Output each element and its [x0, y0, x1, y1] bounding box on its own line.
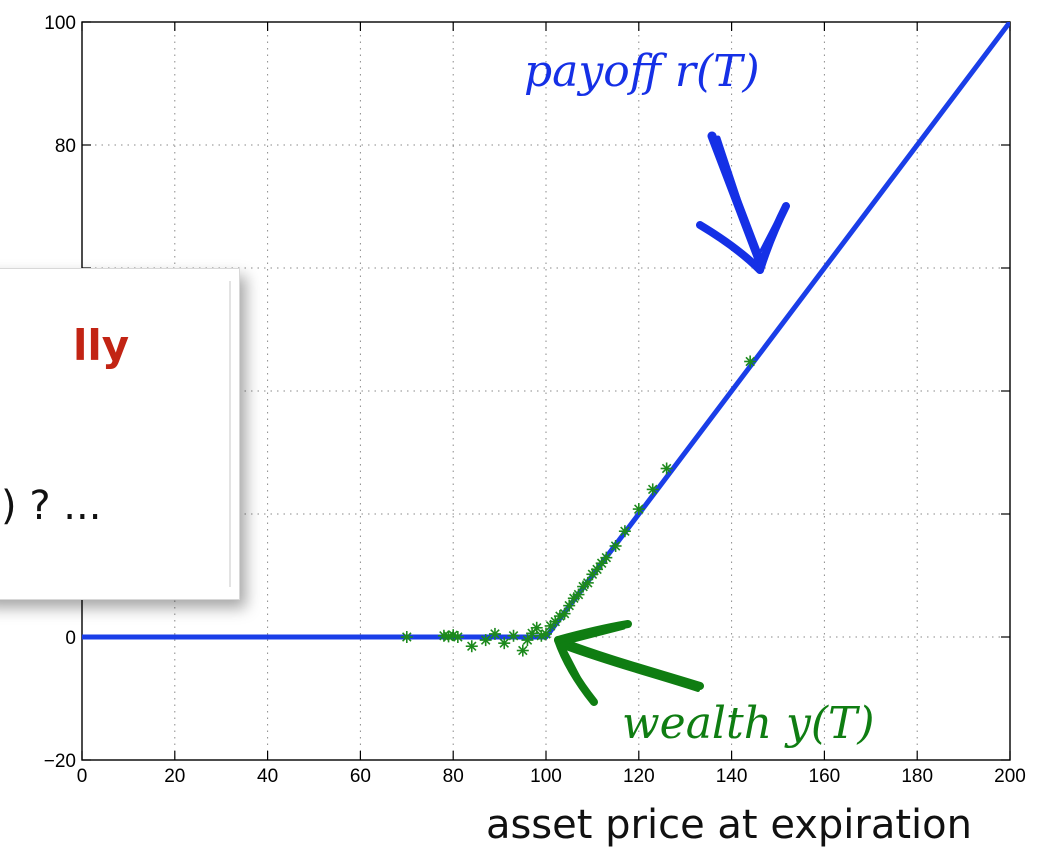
x-tick-label: 20 [164, 766, 185, 787]
wealth-point [618, 525, 631, 538]
wealth-point [609, 539, 622, 552]
x-tick-label: 60 [350, 766, 371, 787]
y-tick-label: 80 [55, 136, 76, 157]
wealth-point [540, 627, 552, 640]
x-tick-label: 40 [257, 766, 278, 787]
y-tick-label: −20 [44, 751, 76, 772]
wealth-point [465, 640, 478, 653]
y-tick-label: 100 [44, 13, 76, 34]
overlay-card: lly ̃) ? ... [0, 268, 240, 600]
wealth-point [516, 644, 529, 657]
wealth-annotation: wealth y(T) [622, 698, 875, 749]
wealth-point [632, 503, 645, 516]
payoff-annotation: payoff r(T) [524, 46, 760, 97]
wealth-point [660, 462, 673, 475]
wealth-point [400, 631, 413, 643]
wealth-point [507, 629, 520, 642]
x-tick-label: 140 [716, 766, 748, 787]
wealth-point [558, 607, 571, 620]
wealth-point [744, 355, 757, 368]
payoff-arrow-icon [696, 131, 790, 274]
wealth-arrow-icon [554, 620, 704, 706]
overlay-heading: lly [73, 321, 130, 370]
overlay-body-text: ̃) ? ... [1, 483, 102, 529]
wealth-point [572, 588, 585, 601]
x-tick-label: 0 [77, 766, 88, 787]
wealth-point [591, 563, 604, 576]
x-tick-label: 80 [443, 766, 464, 787]
y-axis-ticks: −20 0 80 100 [44, 13, 1010, 772]
y-tick-label: 0 [65, 628, 76, 649]
x-axis-label: asset price at expiration [486, 802, 972, 848]
wealth-point [488, 627, 501, 640]
wealth-point [563, 599, 576, 612]
x-tick-label: 100 [530, 766, 562, 787]
wealth-point [479, 634, 492, 647]
wealth-point [646, 483, 659, 496]
series-group [82, 22, 1010, 657]
x-tick-label: 160 [809, 766, 841, 787]
x-tick-label: 180 [901, 766, 933, 787]
card-divider [229, 281, 231, 587]
x-tick-label: 200 [994, 766, 1026, 787]
x-axis-ticks: 0 20 40 60 80 100 120 140 160 180 200 [77, 22, 1026, 787]
wealth-point [581, 576, 594, 589]
wealth-point [600, 551, 613, 564]
wealth-point [530, 621, 543, 634]
wealth-point [521, 634, 534, 647]
wealth-point [498, 637, 511, 650]
wealth-point [451, 631, 464, 643]
x-tick-label: 120 [623, 766, 655, 787]
